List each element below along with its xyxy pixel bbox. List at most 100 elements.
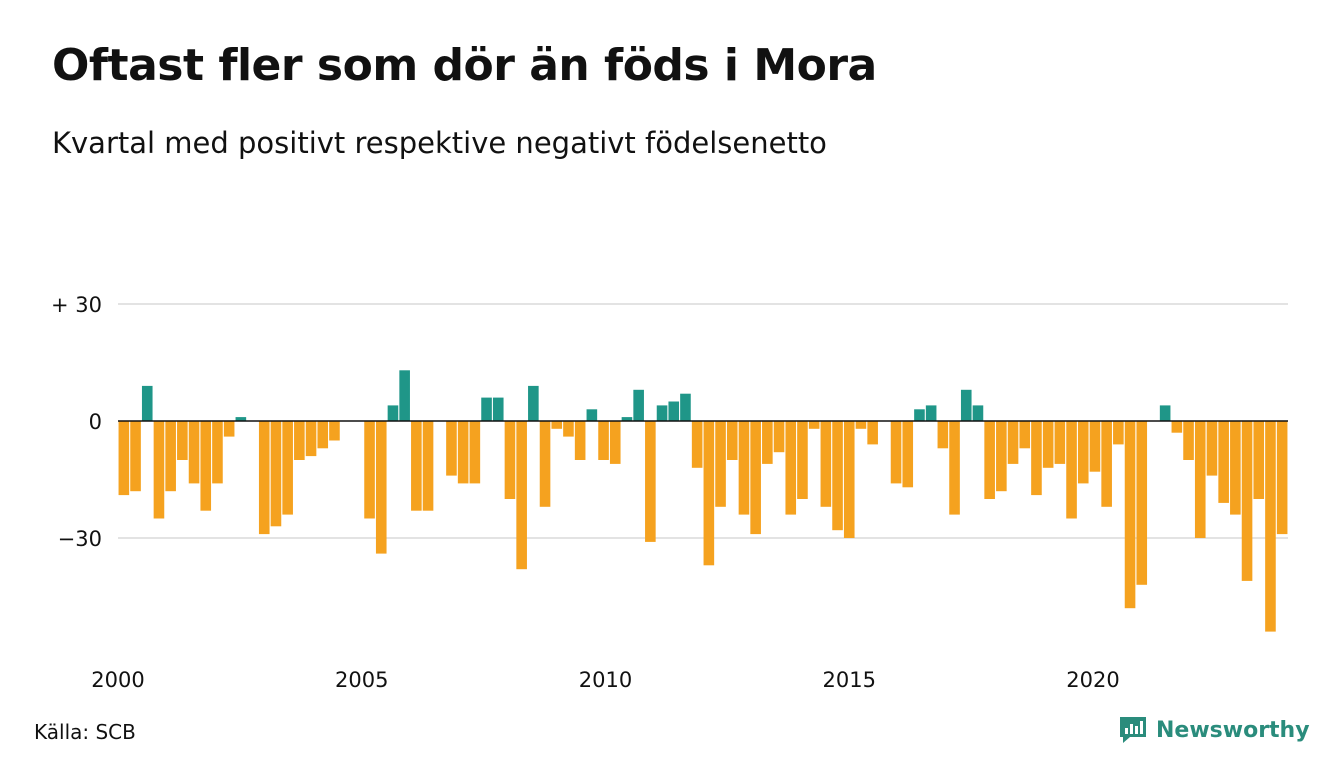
bar: [820, 421, 832, 507]
bar: [1077, 421, 1089, 484]
bar: [984, 421, 995, 499]
bar: [270, 421, 282, 527]
bar: [282, 421, 293, 515]
bar: [738, 421, 750, 515]
bar: [1113, 421, 1124, 445]
bar: [364, 421, 375, 519]
bar: [130, 421, 141, 492]
chart-subtitle: Kvartal med positivt respektive negativt…: [52, 126, 827, 160]
bar: [446, 421, 457, 476]
bar: [1089, 421, 1101, 472]
bar: [481, 397, 492, 421]
x-tick-label: 2020: [1066, 668, 1119, 692]
bar: [177, 421, 188, 460]
bar: [890, 421, 902, 484]
bar: [832, 421, 843, 531]
bar: [785, 421, 797, 515]
bar-chart-logo-icon: [1120, 717, 1146, 743]
bar: [925, 405, 937, 421]
axes: + 30 0 −30 2000 2005 2010 2015 2020: [51, 293, 1288, 692]
bar: [972, 405, 984, 421]
bar: [118, 421, 130, 496]
bar: [586, 409, 598, 421]
bar: [703, 421, 715, 566]
source-note: Källa: SCB: [34, 720, 136, 744]
brand-name: Newsworthy: [1156, 717, 1310, 743]
bar: [762, 421, 773, 464]
x-tick-label: 2005: [335, 668, 388, 692]
bar: [212, 421, 223, 484]
x-tick-label: 2015: [823, 668, 876, 692]
bar: [469, 421, 481, 484]
bar: [1265, 421, 1276, 632]
bar: [492, 397, 504, 421]
bar: [1101, 421, 1112, 507]
bar: [996, 421, 1007, 492]
bar: [843, 421, 855, 538]
bar: [574, 421, 586, 460]
bar: [773, 421, 785, 453]
bar: [1042, 421, 1054, 468]
bar: [317, 421, 329, 449]
bar: [1253, 421, 1265, 499]
bar: [715, 421, 726, 507]
bar: [153, 421, 165, 519]
bar: [808, 421, 820, 429]
bar: [1019, 421, 1031, 449]
bar: [539, 421, 551, 507]
bar: [411, 421, 422, 511]
bar: [1183, 421, 1194, 460]
bar: [750, 421, 761, 535]
bar: [258, 421, 270, 535]
bar: [645, 421, 656, 542]
bar: [937, 421, 949, 449]
bar: [1066, 421, 1077, 519]
bar: [188, 421, 200, 484]
bar: [914, 409, 925, 421]
bar: [399, 370, 410, 421]
bar: [902, 421, 914, 488]
y-tick-label: + 30: [51, 293, 102, 317]
bar: [1194, 421, 1206, 538]
bar: [223, 421, 235, 437]
grid-lines: [118, 303, 1288, 539]
bar: [1007, 421, 1019, 464]
bar: [563, 421, 574, 437]
bar: [609, 421, 621, 464]
bar: [528, 385, 539, 421]
bar: [598, 421, 609, 460]
bar: [200, 421, 212, 511]
bar: [1124, 421, 1136, 609]
x-tick-label: 2010: [579, 668, 632, 692]
bar: [422, 421, 434, 511]
bar: [668, 401, 680, 421]
bar: [1136, 421, 1148, 585]
bar: [1218, 421, 1229, 503]
chart-title: Oftast fler som dör än föds i Mora: [52, 40, 877, 91]
bar: [1054, 421, 1066, 464]
bar: [960, 389, 972, 421]
bar: [1241, 421, 1253, 581]
bar: [726, 421, 738, 460]
bar: [457, 421, 469, 484]
bar: [516, 421, 527, 570]
bar: [621, 417, 633, 421]
bar: [1206, 421, 1218, 476]
y-tick-label: 0: [89, 410, 102, 434]
bars: [118, 370, 1288, 632]
bar: [680, 393, 691, 421]
bar: [1230, 421, 1241, 515]
bar: [329, 421, 340, 441]
bar: [633, 389, 644, 421]
bar: [867, 421, 878, 445]
bar: [141, 385, 153, 421]
bar: [387, 405, 399, 421]
x-tick-label: 2000: [91, 668, 144, 692]
bar: [1031, 421, 1042, 496]
brand-logo: Newsworthy: [1118, 712, 1310, 748]
bar: [294, 421, 305, 460]
bar: [305, 421, 317, 457]
bar: [656, 405, 668, 421]
bar: [691, 421, 703, 468]
